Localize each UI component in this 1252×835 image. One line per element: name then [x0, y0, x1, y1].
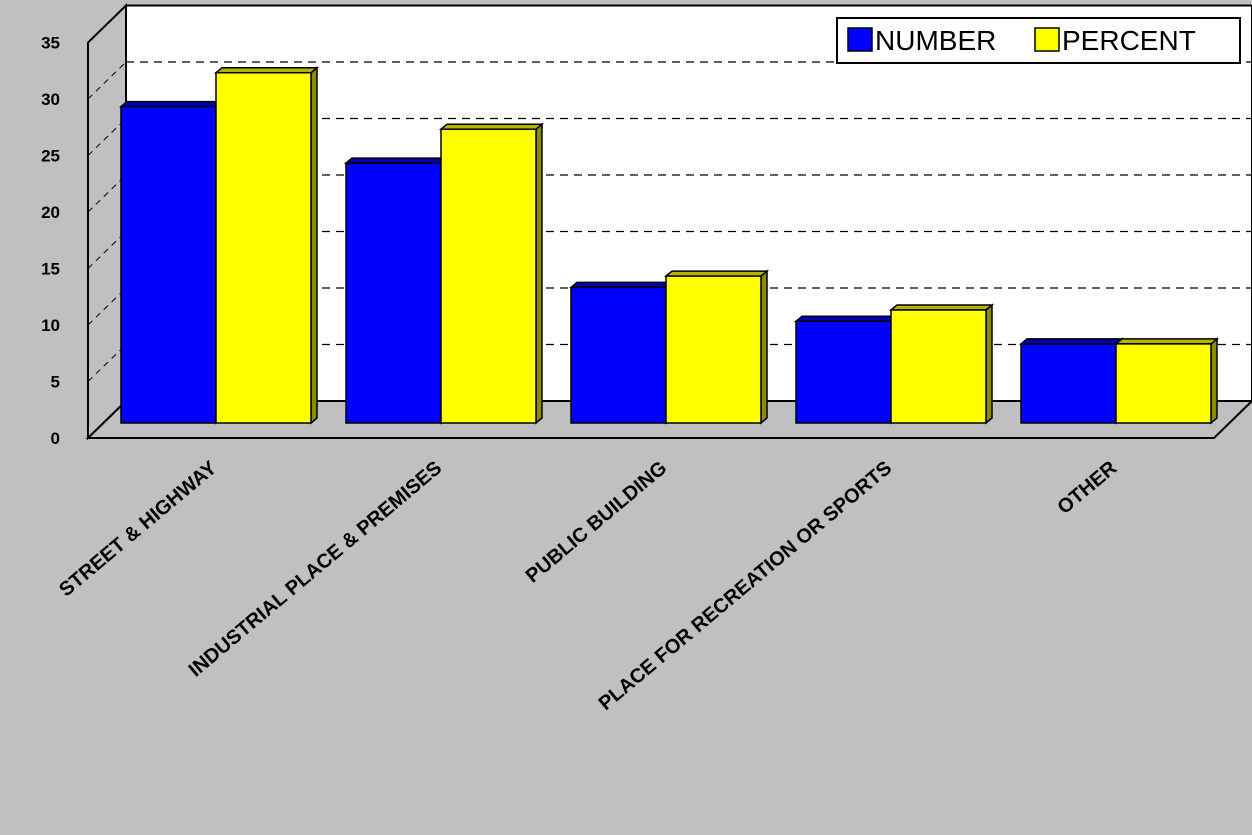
legend: NUMBER PERCENT	[836, 17, 1241, 64]
legend-label-percent: PERCENT	[1062, 25, 1196, 56]
bar-side-percent	[760, 269, 768, 425]
gridline-side	[87, 61, 127, 100]
bar-percent	[440, 128, 537, 424]
legend-label-number: NUMBER	[875, 25, 996, 56]
y-tick-label: 25	[41, 147, 60, 166]
legend-swatch-percent	[1034, 27, 1060, 52]
bar-percent	[890, 309, 987, 424]
gridline-side	[87, 344, 127, 382]
bar-number	[1020, 343, 1117, 424]
bar-side-percent	[985, 303, 993, 425]
gridline-side	[87, 174, 127, 213]
y-tick-label: 15	[41, 260, 60, 279]
bar-top-number	[793, 315, 900, 323]
y-tick-label: 20	[41, 203, 60, 222]
bar-side-percent	[535, 122, 543, 425]
x-tick-label: OTHER	[1053, 457, 1121, 519]
bar-percent	[215, 71, 312, 424]
y-tick-label: 10	[41, 316, 60, 335]
x-tick-label: INDUSTRIAL PLACE & PREMISES	[185, 457, 447, 681]
bar-top-number	[568, 281, 675, 289]
y-tick-label: 5	[51, 373, 60, 392]
bar-number	[345, 162, 442, 424]
gridline-side	[87, 231, 127, 269]
bar-percent	[665, 275, 762, 424]
bar-number	[795, 320, 892, 424]
y-tick-label: 30	[41, 90, 60, 109]
bar-number	[120, 105, 217, 424]
bar-side-percent	[310, 66, 318, 425]
y-tick-label: 35	[41, 34, 60, 53]
x-tick-label: PUBLIC BUILDING	[522, 457, 671, 587]
bar-percent	[1115, 343, 1212, 424]
gridline-side	[87, 287, 127, 326]
x-tick-label: STREET & HIGHWAY	[55, 457, 221, 602]
gridline-side	[87, 118, 127, 156]
bar-number	[570, 286, 667, 424]
legend-swatch-number	[847, 27, 873, 52]
y-tick-label: 0	[51, 429, 60, 448]
bar-side-percent	[1210, 337, 1218, 425]
